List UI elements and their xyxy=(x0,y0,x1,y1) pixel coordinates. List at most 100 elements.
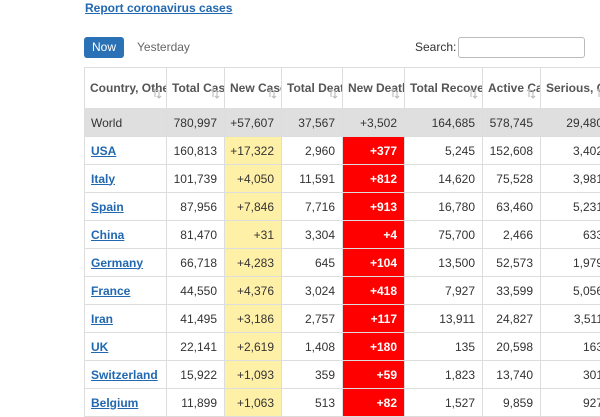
report-link[interactable]: Report coronavirus cases xyxy=(85,1,232,15)
country-link[interactable]: Switzerland xyxy=(91,368,158,382)
cell: 5,231 xyxy=(541,193,600,221)
sort-icon xyxy=(152,88,162,99)
sort-icon xyxy=(390,88,400,99)
country-link[interactable]: Iran xyxy=(91,312,113,326)
cell: 3,511 xyxy=(541,305,600,333)
cell: 645 xyxy=(282,249,343,277)
column-header[interactable]: Active Cases xyxy=(483,68,541,109)
cell: 160,813 xyxy=(167,137,225,165)
cell: 513 xyxy=(282,389,343,417)
cell: +117 xyxy=(343,305,405,333)
cell: 2,466 xyxy=(483,221,541,249)
cell: 135 xyxy=(405,333,483,361)
cell: 1,408 xyxy=(282,333,343,361)
cell: +17,322 xyxy=(225,137,282,165)
sort-icon xyxy=(468,88,478,99)
sort-icon xyxy=(596,88,600,99)
column-header[interactable]: Total Cases xyxy=(167,68,225,109)
column-header[interactable]: New Deaths xyxy=(343,68,405,109)
cell: +4,376 xyxy=(225,277,282,305)
column-header[interactable]: Total Deaths xyxy=(282,68,343,109)
cell: 11,899 xyxy=(167,389,225,417)
cell: +913 xyxy=(343,193,405,221)
cell: 75,528 xyxy=(483,165,541,193)
cell: 75,700 xyxy=(405,221,483,249)
country-link[interactable]: Spain xyxy=(91,200,124,214)
country-link[interactable]: USA xyxy=(91,144,116,158)
cell: +812 xyxy=(343,165,405,193)
cell: 15,922 xyxy=(167,361,225,389)
cell: 13,740 xyxy=(483,361,541,389)
country-link[interactable]: France xyxy=(91,284,130,298)
cell: 22,141 xyxy=(167,333,225,361)
cell: 1,979 xyxy=(541,249,600,277)
cell: 3,981 xyxy=(541,165,600,193)
country-link[interactable]: China xyxy=(91,228,124,242)
cell: 81,470 xyxy=(167,221,225,249)
search-input[interactable] xyxy=(458,37,585,58)
cell: 578,745 xyxy=(483,109,541,137)
column-header[interactable]: Country, Other xyxy=(85,68,167,109)
cell: 1,823 xyxy=(405,361,483,389)
cell: 164,685 xyxy=(405,109,483,137)
yesterday-button[interactable]: Yesterday xyxy=(137,37,190,58)
cell: 7,927 xyxy=(405,277,483,305)
cell: +104 xyxy=(343,249,405,277)
cell: Spain xyxy=(85,193,167,221)
cell: USA xyxy=(85,137,167,165)
cell: 7,716 xyxy=(282,193,343,221)
cell: +4 xyxy=(343,221,405,249)
cell: +82 xyxy=(343,389,405,417)
cell: 11,591 xyxy=(282,165,343,193)
cell: 41,495 xyxy=(167,305,225,333)
country-link[interactable]: Italy xyxy=(91,172,115,186)
sort-icon xyxy=(526,88,536,99)
country-link[interactable]: Germany xyxy=(91,256,143,270)
cell: +377 xyxy=(343,137,405,165)
cell: +2,619 xyxy=(225,333,282,361)
column-header[interactable]: New Cases xyxy=(225,68,282,109)
cell: Iran xyxy=(85,305,167,333)
cell: World xyxy=(85,109,167,137)
cell: +1,093 xyxy=(225,361,282,389)
cell: +59 xyxy=(343,361,405,389)
cell: 14,620 xyxy=(405,165,483,193)
cell: +31 xyxy=(225,221,282,249)
cell: 13,500 xyxy=(405,249,483,277)
column-header[interactable]: Serious, Critical xyxy=(541,68,600,109)
column-header[interactable]: Total Recovered xyxy=(405,68,483,109)
cell: 301 xyxy=(541,361,600,389)
cell: 13,911 xyxy=(405,305,483,333)
cell: 2,960 xyxy=(282,137,343,165)
cell: 927 xyxy=(541,389,600,417)
cell: Italy xyxy=(85,165,167,193)
cell: 29,480 xyxy=(541,109,600,137)
cell: 66,718 xyxy=(167,249,225,277)
cell: Germany xyxy=(85,249,167,277)
cell: 5,056 xyxy=(541,277,600,305)
cell: +57,607 xyxy=(225,109,282,137)
country-link[interactable]: UK xyxy=(91,340,108,354)
cell: +180 xyxy=(343,333,405,361)
cell: +4,050 xyxy=(225,165,282,193)
cell: 3,024 xyxy=(282,277,343,305)
cell: 33,599 xyxy=(483,277,541,305)
cell: 24,827 xyxy=(483,305,541,333)
cell: 3,304 xyxy=(282,221,343,249)
cell: 52,573 xyxy=(483,249,541,277)
cell: 9,859 xyxy=(483,389,541,417)
cell: 87,956 xyxy=(167,193,225,221)
cell: 2,757 xyxy=(282,305,343,333)
country-link[interactable]: Belgium xyxy=(91,396,138,410)
now-button[interactable]: Now xyxy=(84,37,124,58)
